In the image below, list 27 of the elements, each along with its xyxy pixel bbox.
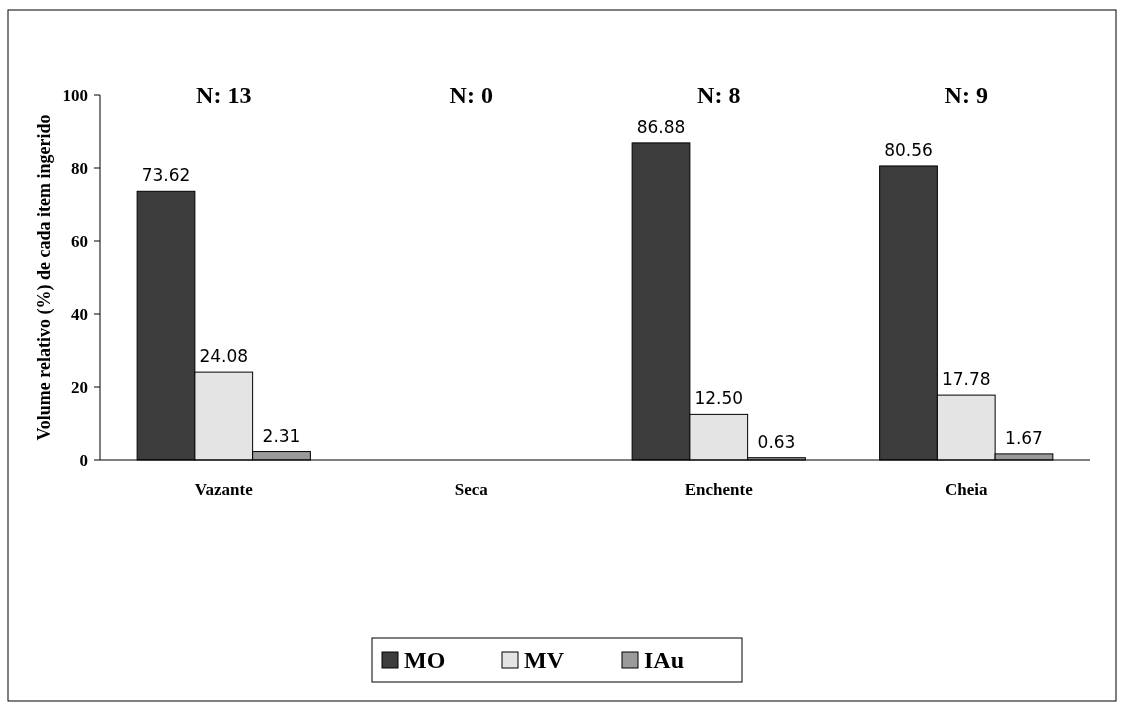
x-tick-label: Enchente bbox=[684, 480, 754, 499]
annotation: N: 9 bbox=[944, 82, 988, 109]
legend-label: MV bbox=[524, 647, 565, 674]
y-tick-label: 0 bbox=[79, 450, 88, 470]
legend-label: MO bbox=[404, 647, 446, 674]
x-tick-label: Cheia bbox=[945, 480, 988, 499]
data-label: 17.78 bbox=[941, 369, 991, 390]
annotation: N: 0 bbox=[449, 82, 493, 109]
annotation: N: 13 bbox=[196, 82, 252, 109]
data-label: 2.31 bbox=[262, 425, 301, 446]
data-label: 0.63 bbox=[757, 431, 796, 452]
annotation: N: 8 bbox=[697, 82, 741, 109]
data-label: 86.88 bbox=[636, 116, 686, 137]
y-tick-label: 100 bbox=[62, 85, 88, 105]
data-label: 24.08 bbox=[199, 346, 249, 367]
y-tick-label: 80 bbox=[71, 158, 88, 178]
data-label: 1.67 bbox=[1005, 427, 1043, 448]
x-tick-label: Seca bbox=[454, 480, 489, 499]
y-tick-label: 60 bbox=[71, 231, 88, 251]
data-label: 80.56 bbox=[884, 139, 933, 160]
data-label: 73.62 bbox=[141, 165, 191, 186]
y-tick-label: 20 bbox=[71, 377, 88, 397]
y-tick-label: 40 bbox=[71, 304, 88, 324]
x-tick-label: Vazante bbox=[194, 480, 254, 499]
data-label: 12.50 bbox=[694, 388, 744, 409]
y-axis-title: Volume relativo (%) de cada item ingerido bbox=[34, 114, 55, 441]
legend-label: IAu bbox=[644, 647, 685, 674]
